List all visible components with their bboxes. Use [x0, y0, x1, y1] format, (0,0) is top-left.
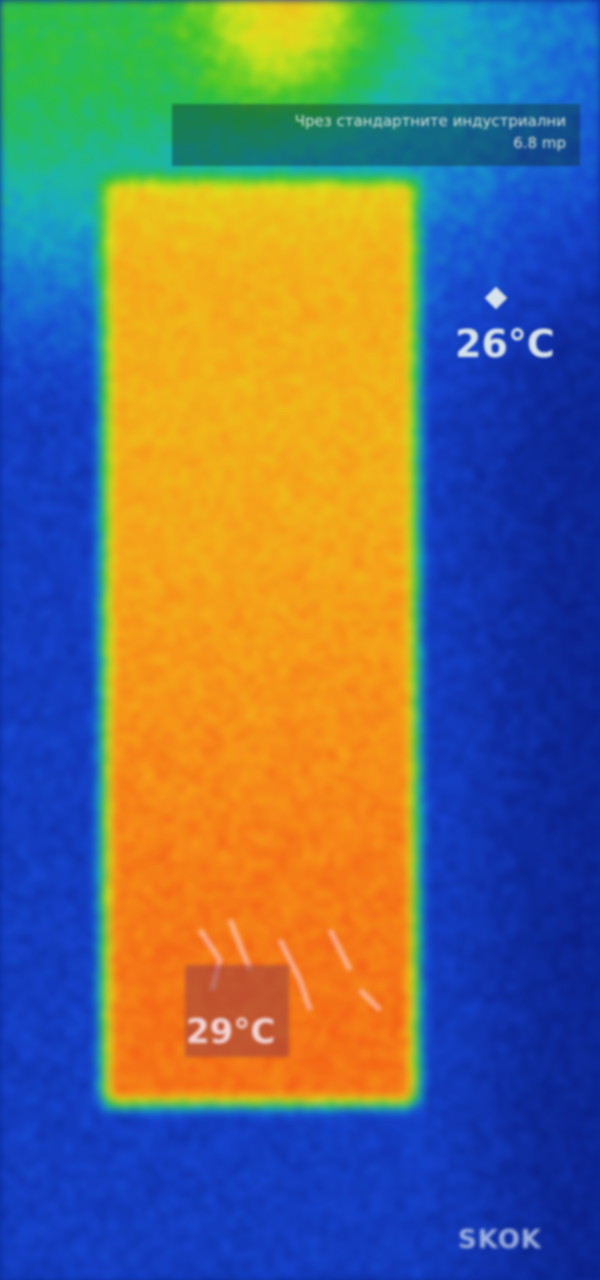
hot-streaks-overlay — [197, 919, 382, 1012]
caption-line-2: 6.8 mp — [513, 134, 566, 152]
caption-line-1: Чрез стандартните индустриални — [294, 112, 566, 130]
hot-spot-temperature: 29°C — [186, 1012, 276, 1052]
hot-spot-box — [185, 965, 289, 1057]
brand-logo: SKOK — [458, 1225, 542, 1255]
caption-bar: Чрез стандартните индустриални 6.8 mp — [172, 104, 580, 166]
spot-temperature: 26°C — [455, 322, 555, 366]
